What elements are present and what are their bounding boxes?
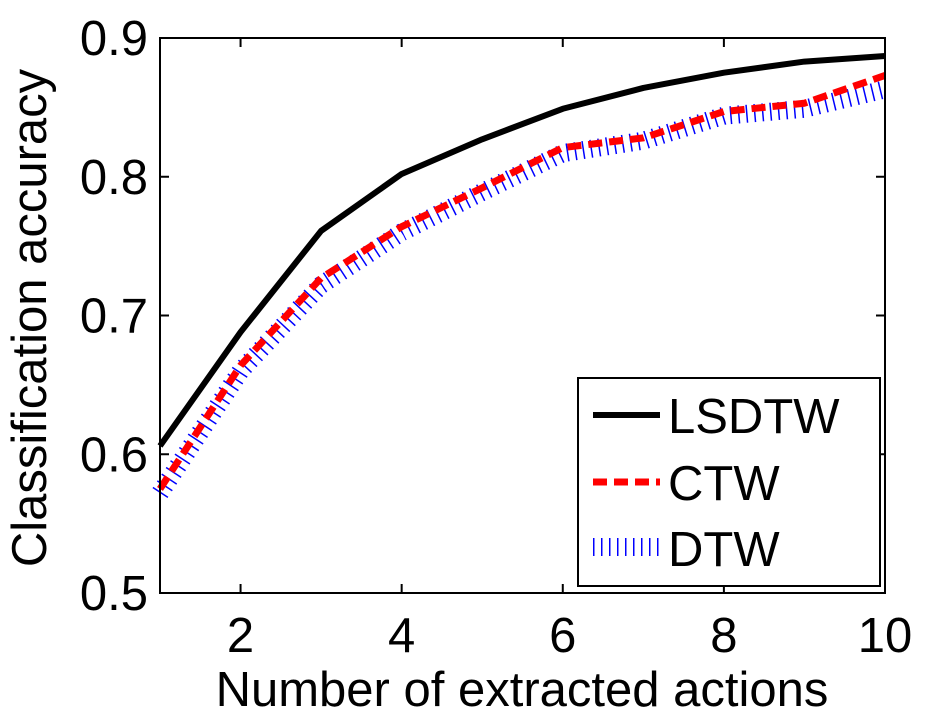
x-tick-label: 6 [549,609,576,663]
x-tick-label: 8 [710,609,737,663]
x-tick-label: 4 [388,609,415,663]
x-axis-label: Number of extracted actions [216,663,829,717]
y-axis-label: Classification accuracy [3,68,57,567]
y-tick-label: 0.5 [80,567,148,621]
y-tick-label: 0.7 [80,290,148,344]
y-tick-label: 0.9 [80,12,148,66]
legend-label-dtw: DTW [668,523,780,577]
legend-label-ctw: CTW [668,457,780,511]
y-tick-label: 0.6 [80,428,148,482]
x-tick-label: 10 [858,609,913,663]
legend-label-lsdtw: LSDTW [668,390,840,444]
y-tick-label: 0.8 [80,151,148,205]
legend: LSDTW CTW DTW [578,378,880,586]
x-tick-label: 2 [227,609,254,663]
